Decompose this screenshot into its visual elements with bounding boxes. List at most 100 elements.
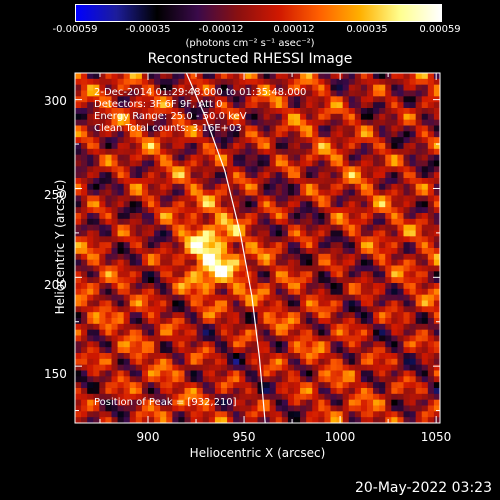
heatmap-cell bbox=[208, 306, 216, 313]
heatmap-cell bbox=[318, 364, 325, 371]
heatmap-cell bbox=[190, 364, 198, 371]
heatmap-cell bbox=[433, 73, 441, 80]
heatmap-cell bbox=[99, 224, 106, 231]
heatmap-cell bbox=[202, 353, 210, 360]
heatmap-cell bbox=[324, 248, 331, 255]
heatmap-cell bbox=[300, 353, 307, 360]
heatmap-cell bbox=[379, 154, 386, 161]
heatmap-cell bbox=[397, 137, 404, 144]
heatmap-cell bbox=[348, 183, 356, 191]
heatmap-cell bbox=[379, 405, 386, 412]
heatmap-cell bbox=[324, 189, 331, 196]
heatmap-cell bbox=[391, 364, 398, 371]
heatmap-cell bbox=[75, 364, 82, 371]
heatmap-cell bbox=[81, 353, 88, 360]
heatmap-cell bbox=[379, 288, 386, 296]
x-tick-label: 900 bbox=[136, 430, 160, 444]
heatmap-cell bbox=[208, 125, 216, 132]
heatmap-cell bbox=[348, 178, 356, 185]
heatmap-cell bbox=[105, 283, 112, 290]
heatmap-cell bbox=[312, 154, 319, 161]
heatmap-cell bbox=[281, 265, 289, 272]
heatmap-cell bbox=[367, 172, 374, 179]
heatmap-cell bbox=[300, 242, 307, 249]
heatmap-cell bbox=[214, 306, 222, 313]
heatmap-cell bbox=[233, 341, 240, 348]
heatmap-cell bbox=[257, 102, 264, 109]
heatmap-cell bbox=[196, 172, 204, 179]
heatmap-cell bbox=[227, 329, 234, 336]
heatmap-cell bbox=[141, 376, 149, 383]
heatmap-cell bbox=[391, 96, 398, 103]
heatmap-cell bbox=[190, 271, 198, 278]
heatmap-cell bbox=[336, 411, 344, 418]
heatmap-cell bbox=[275, 218, 283, 226]
heatmap-cell bbox=[214, 102, 222, 109]
heatmap-cell bbox=[330, 271, 337, 278]
heatmap-cell bbox=[281, 411, 289, 418]
heatmap-cell bbox=[135, 195, 143, 202]
heatmap-cell bbox=[415, 119, 423, 126]
heatmap-cell bbox=[135, 131, 143, 138]
heatmap-cell bbox=[287, 306, 295, 313]
heatmap-cell bbox=[385, 306, 392, 313]
heatmap-cell bbox=[135, 277, 143, 284]
heatmap-cell bbox=[324, 230, 331, 237]
heatmap-cell bbox=[373, 189, 380, 196]
heatmap-cell bbox=[342, 388, 350, 395]
heatmap-cell bbox=[93, 84, 100, 91]
heatmap-cell bbox=[391, 102, 398, 109]
heatmap-cell bbox=[336, 265, 344, 272]
heatmap-cell bbox=[178, 195, 185, 202]
heatmap-cell bbox=[233, 189, 240, 196]
heatmap-cell bbox=[306, 148, 313, 156]
heatmap-cell bbox=[190, 108, 198, 115]
heatmap-cell bbox=[172, 248, 179, 255]
heatmap-cell bbox=[81, 119, 88, 126]
heatmap-cell bbox=[129, 335, 137, 342]
heatmap-cell bbox=[202, 399, 210, 406]
heatmap-cell bbox=[330, 143, 337, 150]
heatmap-cell bbox=[196, 213, 204, 220]
heatmap-cell bbox=[330, 178, 337, 185]
heatmap-cell bbox=[306, 341, 313, 348]
heatmap-cell bbox=[154, 265, 161, 272]
heatmap-cell bbox=[148, 137, 155, 144]
heatmap-cell bbox=[385, 376, 392, 383]
heatmap-cell bbox=[367, 312, 374, 319]
heatmap-cell bbox=[81, 195, 88, 202]
heatmap-cell bbox=[379, 213, 386, 220]
heatmap-cell bbox=[148, 271, 155, 278]
heatmap-cell bbox=[281, 341, 289, 348]
heatmap-cell bbox=[421, 341, 429, 348]
heatmap-cell bbox=[117, 259, 125, 266]
heatmap-cell bbox=[227, 253, 234, 261]
heatmap-cell bbox=[141, 119, 149, 126]
heatmap-cell bbox=[196, 230, 204, 237]
heatmap-cell bbox=[135, 113, 143, 121]
heatmap-cell bbox=[385, 253, 392, 261]
heatmap-cell bbox=[433, 143, 441, 150]
heatmap-cell bbox=[281, 73, 289, 80]
heatmap-cell bbox=[360, 259, 368, 266]
heatmap-cell bbox=[166, 160, 173, 167]
heatmap-cell bbox=[336, 253, 344, 261]
heatmap-cell bbox=[141, 178, 149, 185]
heatmap-cell bbox=[129, 411, 137, 418]
heatmap-cell bbox=[123, 271, 131, 278]
heatmap-cell bbox=[75, 271, 82, 278]
heatmap-cell bbox=[294, 172, 301, 179]
heatmap-cell bbox=[221, 329, 228, 336]
heatmap-cell bbox=[184, 283, 191, 290]
heatmap-cell bbox=[415, 353, 423, 360]
heatmap-cell bbox=[336, 399, 344, 406]
heatmap-cell bbox=[427, 218, 435, 226]
heatmap-cell bbox=[154, 300, 161, 307]
heatmap-cell bbox=[75, 329, 82, 336]
heatmap-cell bbox=[87, 300, 94, 307]
heatmap-cell bbox=[221, 213, 228, 220]
heatmap-cell bbox=[287, 265, 295, 272]
heatmap-cell bbox=[75, 183, 82, 191]
heatmap-cell bbox=[269, 283, 277, 290]
heatmap-cell bbox=[154, 271, 161, 278]
